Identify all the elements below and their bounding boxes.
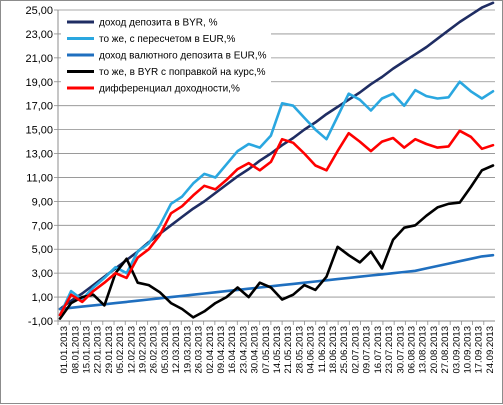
x-tick-label: 26.03.2013 — [194, 326, 205, 374]
legend-label: доход депозита в BYR, % — [99, 18, 218, 29]
x-tick-label: 19.03.2013 — [182, 326, 193, 374]
x-tick-label: 16.07.2013 — [373, 326, 384, 374]
x-tick-label: 07.05.2013 — [261, 326, 272, 374]
y-tick-label: 25,00 — [25, 5, 53, 17]
x-tick-label: 30.07.2013 — [395, 326, 406, 374]
y-tick-label: -1,00 — [28, 316, 53, 328]
x-tick-label: 09.04.2013 — [216, 326, 227, 374]
legend-label: то же, в BYR с поправкой на курс,% — [99, 67, 266, 78]
x-tick-label: 05.03.2013 — [160, 326, 171, 374]
y-tick-label: 5,00 — [32, 244, 53, 256]
x-tick-label: 13.08.2013 — [418, 326, 429, 374]
x-tick-label: 12.03.2013 — [171, 326, 182, 374]
x-tick-label: 04.06.2013 — [306, 326, 317, 374]
y-tick-label: 3,00 — [32, 268, 53, 280]
y-tick-label: 13,00 — [25, 149, 53, 161]
y-tick-label: 11,00 — [26, 172, 53, 184]
x-tick-label: 19.02.2013 — [138, 326, 149, 374]
x-tick-label: 25.06.2013 — [339, 326, 350, 374]
legend-label: то же, с пересчетом в EUR,% — [99, 34, 235, 45]
x-tick-label: 08.01.2013 — [70, 326, 81, 374]
x-tick-label: 27.08.2013 — [440, 326, 451, 374]
x-tick-label: 02.04.2013 — [205, 326, 216, 374]
x-tick-label: 30.04.2013 — [250, 326, 261, 374]
x-tick-label: 05.02.2013 — [115, 326, 126, 374]
y-tick-label: 7,00 — [32, 220, 53, 232]
y-tick-label: 9,00 — [32, 196, 53, 208]
x-tick-label: 01.01.2013 — [59, 326, 70, 374]
legend-label: доход валютного депозита в EUR,% — [99, 51, 267, 62]
series-line-5 — [58, 129, 495, 317]
series-line-4 — [58, 164, 495, 320]
x-tick-label: 22.01.2013 — [93, 326, 104, 374]
x-tick-label: 03.09.2013 — [451, 326, 462, 374]
x-tick-label: 20.08.2013 — [429, 326, 440, 374]
x-tick-label: 02.07.2013 — [350, 326, 361, 374]
x-tick-label: 12.02.2013 — [126, 326, 137, 374]
y-tick-label: 1,00 — [32, 292, 53, 304]
series-line-3 — [58, 253, 495, 311]
x-tick-label: 14.05.2013 — [272, 326, 283, 374]
x-tick-label: 15.01.2013 — [82, 326, 93, 374]
series-line-2 — [58, 80, 495, 317]
y-tick-label: 17,00 — [25, 101, 53, 113]
x-tick-label: 17.09.2013 — [474, 326, 485, 374]
y-tick-label: 15,00 — [25, 125, 53, 137]
x-tick-label: 24.09.2013 — [485, 326, 496, 374]
x-tick-label: 28.05.2013 — [294, 326, 305, 374]
x-tick-label: 21.05.2013 — [283, 326, 294, 374]
series-lines — [58, 1, 495, 320]
legend: доход депозита в BYR, % то же, с пересчет… — [61, 14, 271, 98]
x-tick-label: 26.02.2013 — [149, 326, 160, 374]
x-tick-label: 18.06.2013 — [328, 326, 339, 374]
x-tick-label: 16.04.2013 — [227, 326, 238, 374]
legend-label: дифференциал доходности,% — [99, 83, 240, 95]
y-tick-label: 21,00 — [25, 53, 53, 65]
y-axis: -1,00 1,00 3,00 5,00 7,00 9,00 11,00 13,00 15,00… — [25, 5, 59, 328]
x-tick-label: 23.04.2013 — [238, 326, 249, 374]
x-tick-label: 06.08.2013 — [407, 326, 418, 374]
y-tick-label: 19,00 — [25, 77, 53, 89]
x-tick-label: 23.07.2013 — [384, 326, 395, 374]
legend-box — [61, 14, 271, 98]
x-tick-label: 10.09.2013 — [463, 326, 474, 374]
y-tick-label: 23,00 — [25, 29, 53, 41]
x-tick-label: 09.07.2013 — [362, 326, 373, 374]
x-tick-label: 11.06.2013 — [317, 326, 328, 373]
x-axis: 01.01.2013 08.01.2013 15.01.2013 22.01.2013… — [57, 320, 496, 374]
x-tick-label: 29.01.2013 — [104, 326, 115, 374]
